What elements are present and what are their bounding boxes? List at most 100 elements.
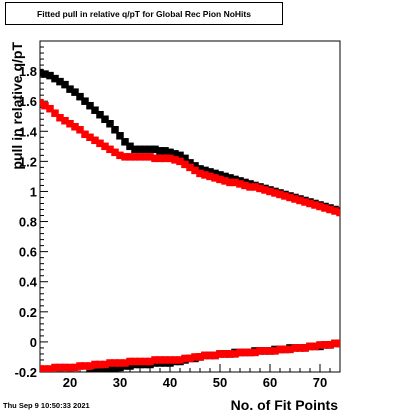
data-point-series-4 <box>156 356 164 364</box>
data-point-series-1 <box>91 106 99 114</box>
data-point-series-4 <box>166 356 174 364</box>
data-point-series-2 <box>41 101 49 110</box>
data-point-series-2 <box>136 153 144 161</box>
data-point-series-2 <box>246 183 254 191</box>
data-point-series-1 <box>56 77 64 86</box>
data-point-series-4 <box>61 363 69 372</box>
data-point-series-2 <box>331 207 339 215</box>
y-tick-label: 1.4 <box>19 124 38 139</box>
data-point-series-4 <box>216 350 224 358</box>
data-point-series-4 <box>196 353 204 361</box>
data-point-series-3 <box>111 365 119 372</box>
data-point-series-4 <box>56 363 64 372</box>
data-point-series-4 <box>71 363 79 372</box>
data-point-series-2 <box>131 153 139 161</box>
data-point-series-2 <box>311 201 319 209</box>
data-point-series-4 <box>266 347 274 355</box>
data-point-series-1 <box>141 145 149 154</box>
data-point-series-4 <box>121 359 129 367</box>
data-point-series-1 <box>76 92 84 101</box>
data-point-series-4 <box>41 365 49 372</box>
data-point-series-4 <box>181 354 189 363</box>
data-point-series-4 <box>191 353 199 361</box>
data-point-series-2 <box>201 171 209 179</box>
data-point-series-1 <box>176 151 184 160</box>
data-point-series-1 <box>211 169 219 178</box>
data-point-series-4 <box>296 344 304 352</box>
data-point-series-2 <box>96 139 104 148</box>
data-point-series-1 <box>201 166 209 175</box>
y-tick-label: 1.2 <box>19 154 37 169</box>
data-point-series-1 <box>171 150 179 158</box>
data-point-series-2 <box>116 151 124 160</box>
data-point-series-4 <box>201 351 209 360</box>
data-point-series-1 <box>111 126 119 134</box>
data-point-series-4 <box>161 356 169 364</box>
data-point-series-4 <box>146 357 154 366</box>
data-point-series-4 <box>301 344 309 352</box>
data-point-series-4 <box>336 339 340 348</box>
data-point-series-2 <box>46 104 54 113</box>
data-point-series-2 <box>76 126 84 134</box>
data-point-series-2 <box>286 193 294 202</box>
data-point-series-3 <box>101 366 109 372</box>
data-point-series-4 <box>111 359 119 367</box>
data-point-series-4 <box>231 350 239 358</box>
data-point-series-1 <box>66 85 74 93</box>
data-point-series-2 <box>51 109 59 117</box>
data-point-series-1 <box>191 162 199 170</box>
data-point-series-1 <box>101 115 109 123</box>
data-point-series-4 <box>306 342 314 351</box>
data-point-series-4 <box>141 357 149 366</box>
data-point-series-1 <box>121 138 129 146</box>
data-point-series-4 <box>176 356 184 364</box>
data-point-series-4 <box>221 350 229 358</box>
data-point-series-4 <box>101 360 109 369</box>
data-point-series-2 <box>101 142 109 151</box>
data-point-series-1 <box>96 110 104 119</box>
data-point-series-2 <box>71 123 79 131</box>
data-point-series-4 <box>206 351 214 360</box>
data-point-series-2 <box>316 202 324 211</box>
data-point-series-1 <box>46 71 54 80</box>
data-point-series-2 <box>211 174 219 182</box>
x-tick-label: 40 <box>163 375 177 390</box>
data-point-series-2 <box>91 136 99 145</box>
data-point-series-2 <box>236 180 244 188</box>
x-tick-label: 50 <box>213 375 227 390</box>
data-point-series-2 <box>151 154 159 163</box>
y-tick-label: 0.4 <box>19 275 38 290</box>
data-point-series-2 <box>146 153 154 161</box>
y-tick-label: 0.2 <box>19 305 37 320</box>
data-point-series-3 <box>86 369 94 372</box>
data-point-series-4 <box>246 348 254 357</box>
y-axis-label: pull in relative q/pT <box>9 42 25 170</box>
data-point-series-1 <box>151 145 159 154</box>
data-point-series-4 <box>321 341 329 349</box>
data-point-series-4 <box>211 351 219 360</box>
chart-title-box: Fitted pull in relative q/pT for Global … <box>5 2 283 25</box>
data-point-series-1 <box>196 165 204 173</box>
data-point-series-2 <box>66 120 74 128</box>
data-point-series-4 <box>126 357 134 366</box>
data-point-series-4 <box>286 345 294 354</box>
x-tick-label: 60 <box>263 375 277 390</box>
data-point-series-4 <box>281 345 289 354</box>
data-point-series-4 <box>171 356 179 364</box>
data-point-series-2 <box>81 130 89 139</box>
data-point-series-2 <box>241 181 249 190</box>
data-point-series-2 <box>296 196 304 205</box>
data-point-series-4 <box>261 347 269 355</box>
data-point-series-2 <box>326 205 334 214</box>
data-point-series-2 <box>321 204 329 212</box>
data-point-series-1 <box>116 132 124 140</box>
data-point-series-4 <box>116 359 124 367</box>
data-point-series-4 <box>316 341 324 349</box>
data-point-series-1 <box>86 101 94 110</box>
data-point-series-4 <box>91 360 99 369</box>
timestamp: Thu Sep 9 10:50:33 2021 <box>3 401 90 410</box>
data-point-series-2 <box>121 153 129 161</box>
data-point-series-4 <box>241 348 249 357</box>
data-point-series-2 <box>141 153 149 161</box>
